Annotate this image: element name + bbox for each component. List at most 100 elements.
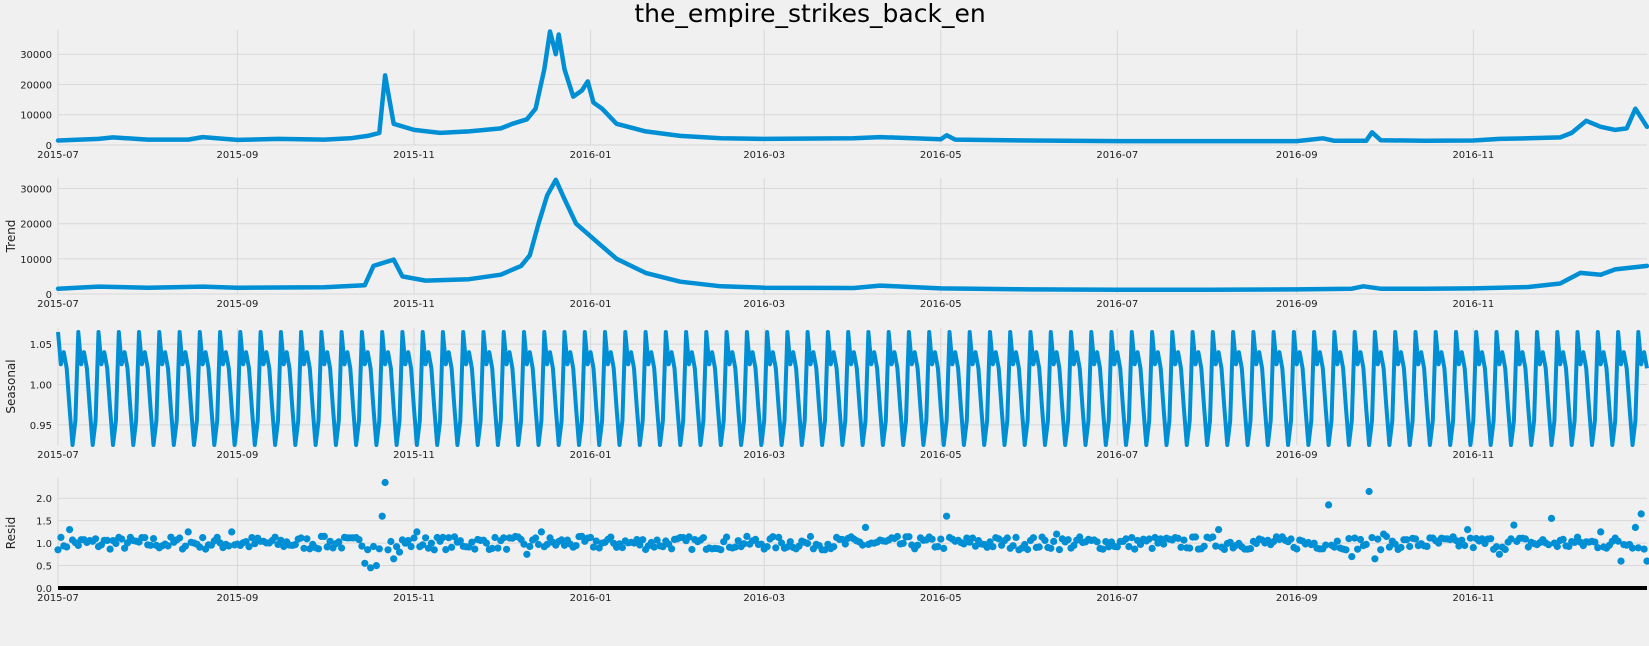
x-tick-label: 2016-11 [1452, 150, 1494, 161]
x-tick-label: 2016-07 [1096, 150, 1138, 161]
resid-point [1521, 535, 1529, 543]
resid-point [1617, 557, 1625, 565]
resid-point [482, 539, 490, 547]
resid-point [1076, 533, 1084, 541]
resid-point [740, 540, 748, 548]
resid-point [650, 543, 658, 551]
resid-point [57, 533, 65, 542]
resid-point [225, 542, 233, 550]
resid-point [1545, 541, 1553, 549]
resid-point [653, 536, 661, 544]
resid-point [607, 533, 615, 541]
resid-point [1594, 544, 1602, 552]
resid-point [743, 532, 751, 541]
resid-point [1035, 543, 1043, 551]
resid-point [112, 539, 120, 548]
resid-point [1614, 537, 1622, 545]
resid-point [491, 533, 499, 542]
seasonal-series-line [56, 330, 1649, 447]
y-tick-label: 2.0 [36, 494, 52, 505]
resid-point [1406, 542, 1414, 551]
resid-point [1093, 538, 1101, 546]
resid-point [1180, 536, 1188, 544]
resid-point [1385, 543, 1393, 551]
resid-point [1342, 546, 1350, 554]
y-tick-label: 1.5 [36, 517, 52, 528]
resid-point [1487, 535, 1495, 543]
resid-point [786, 538, 794, 546]
resid-point [723, 533, 731, 541]
resid-point [587, 533, 595, 542]
resid-point [543, 540, 551, 549]
resid-point [523, 550, 531, 558]
panel-resid: 2015-07 2015-09 2015-11 2016-01 2016-03 2016-… [4, 478, 1649, 604]
resid-point [1507, 535, 1515, 543]
resid-point [326, 537, 334, 545]
resid-point [384, 546, 392, 554]
resid-point [1374, 535, 1382, 543]
resid-point [688, 545, 696, 554]
resid-point [355, 536, 363, 544]
x-tick-label: 2016-09 [1276, 299, 1318, 310]
resid-point [442, 546, 450, 554]
resid-point [404, 537, 412, 545]
resid-point [1597, 528, 1605, 536]
x-tick-label: 2016-05 [920, 150, 962, 161]
resid-point [1466, 534, 1474, 542]
resid-point [503, 545, 511, 553]
resid-point [430, 546, 438, 554]
resid-point [1356, 535, 1365, 544]
resid-point [445, 534, 453, 542]
resid-point [1122, 535, 1130, 543]
resid-point [1246, 545, 1255, 553]
x-tick-label: 2016-03 [743, 593, 785, 604]
resid-point [413, 528, 421, 536]
resid-point [1469, 544, 1477, 552]
resid-point [1128, 534, 1136, 542]
resid-point [141, 534, 149, 542]
resid-point [1458, 536, 1466, 544]
resid-point [633, 536, 641, 544]
x-tick-label: 2016-09 [1276, 593, 1318, 604]
resid-point [1362, 540, 1370, 549]
resid-point [381, 478, 389, 487]
x-tick-label: 2016-03 [743, 299, 785, 310]
x-tick-label: 2016-05 [920, 593, 962, 604]
resid-point [500, 534, 508, 542]
y-tick-label: 20000 [20, 80, 52, 91]
resid-point [1371, 555, 1379, 563]
resid-point [520, 540, 528, 548]
resid-point [1003, 534, 1011, 542]
resid-point [1631, 523, 1639, 532]
resid-point [830, 543, 838, 551]
resid-point [358, 542, 366, 550]
resid-point [731, 543, 739, 551]
resid-point [1131, 545, 1139, 553]
resid-point [450, 533, 459, 541]
resid-point [372, 562, 380, 570]
x-tick-label: 2016-01 [570, 150, 612, 161]
x-tick-label: 2015-11 [393, 150, 435, 161]
resid-point [1333, 537, 1341, 545]
resid-point [1174, 534, 1182, 542]
resid-point [1029, 534, 1037, 542]
resid-point [1628, 544, 1637, 552]
resid-point [367, 564, 375, 572]
resid-point [494, 544, 502, 552]
resid-point [277, 536, 285, 544]
resid-point [338, 544, 346, 552]
resid-point [118, 535, 126, 543]
resid-point [54, 546, 62, 554]
resid-point [1492, 543, 1501, 551]
resid-point [1547, 514, 1556, 523]
resid-point [769, 533, 777, 541]
resid-point [1041, 536, 1049, 545]
chart-title: the_empire_strikes_back_en [634, 0, 985, 28]
resid-point [410, 534, 418, 542]
resid-point [427, 539, 435, 547]
resid-point [534, 540, 543, 549]
resid-point [303, 535, 311, 543]
resid-point [378, 512, 386, 520]
y-tick-label: 10000 [20, 255, 52, 266]
